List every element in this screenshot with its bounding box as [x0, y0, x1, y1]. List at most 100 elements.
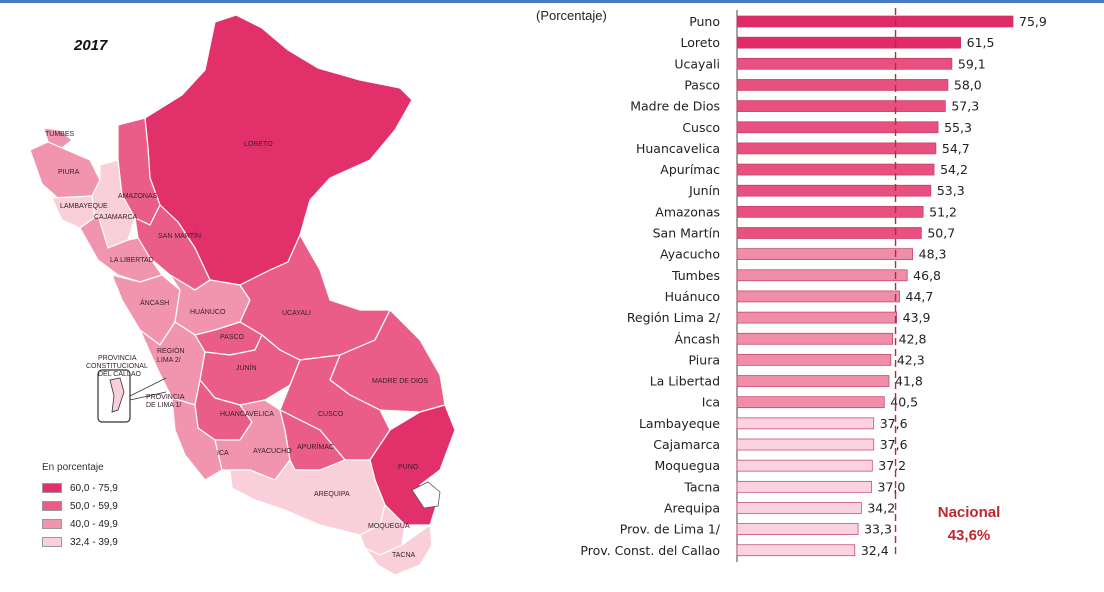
label-junin: JUNÍN — [236, 363, 257, 372]
label-lima-2: LIMA 2/ — [157, 357, 181, 364]
label-pasco: PASCO — [220, 334, 245, 341]
category-label: Lambayeque — [639, 416, 720, 431]
value-label: 37,6 — [880, 416, 908, 431]
value-label: 50,7 — [927, 226, 955, 241]
category-label: La Libertad — [650, 374, 720, 389]
value-label: 37,6 — [880, 437, 908, 452]
top-rule — [0, 0, 1104, 3]
category-label: Arequipa — [664, 500, 720, 515]
label-san-martin: SAN MARTÍN — [158, 231, 201, 240]
bar — [736, 290, 900, 303]
category-label: San Martín — [653, 226, 720, 241]
category-label: Loreto — [681, 35, 721, 50]
bar — [736, 480, 872, 493]
category-label: Apurímac — [660, 162, 720, 177]
value-label: 48,3 — [919, 247, 947, 262]
label-tumbes: TUMBES — [45, 131, 75, 138]
lake-titicaca — [411, 481, 441, 509]
bar — [736, 184, 932, 197]
category-label: Ica — [702, 395, 720, 410]
value-label: 53,3 — [937, 183, 965, 198]
label-ucayali: UCAYALI — [282, 310, 311, 317]
label-ancash: ÁNCASH — [140, 298, 169, 307]
bar — [736, 121, 939, 134]
value-label: 54,2 — [940, 162, 968, 177]
bar — [736, 15, 1014, 28]
label-piura: PIURA — [58, 169, 80, 176]
label-tacna: TACNA — [392, 552, 416, 559]
category-label: Junín — [688, 183, 720, 198]
label-ica: ICA — [217, 450, 229, 457]
label-huancavelica: HUANCAVELICA — [220, 411, 274, 418]
label-provincia-lima-1: PROVINCIA — [146, 394, 185, 401]
category-label: Huancavelica — [636, 141, 720, 156]
value-label: 51,2 — [929, 204, 957, 219]
bar — [736, 248, 913, 260]
chart-unit-label: (Porcentaje) — [536, 8, 607, 23]
value-label: 33,3 — [864, 522, 892, 537]
label-la-libertad: LA LIBERTAD — [110, 257, 154, 264]
label-moquegua: MOQUEGUA — [368, 523, 410, 530]
value-label: 37,0 — [878, 479, 906, 494]
bar — [736, 354, 892, 366]
category-label: Moquegua — [655, 458, 721, 473]
category-label: Tumbes — [671, 268, 720, 283]
label-provincia-callao-3: DEL CALLAO — [98, 371, 141, 378]
label-puno: PUNO — [398, 464, 419, 471]
category-label: Pasco — [684, 77, 720, 92]
value-label: 37,2 — [878, 458, 906, 473]
bar — [736, 396, 885, 409]
callao-inset-shape — [109, 377, 125, 413]
bar — [736, 206, 924, 218]
category-label: Amazonas — [655, 204, 720, 219]
label-apurimac: APURÍMAC — [297, 442, 334, 451]
bar — [736, 417, 875, 430]
map-year: 2017 — [74, 37, 108, 54]
category-label: Puno — [689, 14, 720, 29]
bar — [736, 269, 908, 282]
label-provincia-lima-2: DE LIMA 1/ — [146, 402, 181, 409]
label-provincia-callao-1: PROVINCIA — [98, 355, 137, 362]
category-label: Cusco — [682, 120, 720, 135]
label-provincia-callao-2: CONSTITUCIONAL — [86, 363, 148, 370]
category-label: Ayacucho — [660, 247, 720, 262]
value-label: 32,4 — [861, 543, 889, 558]
value-label: 41,8 — [895, 374, 923, 389]
bar — [736, 142, 937, 155]
label-cusco: CUSCO — [318, 411, 344, 418]
bar — [736, 79, 949, 91]
value-label: 42,3 — [897, 352, 925, 367]
value-label: 46,8 — [913, 268, 941, 283]
value-label: 75,9 — [1019, 14, 1047, 29]
value-label: 40,5 — [890, 395, 918, 410]
bar — [736, 502, 862, 514]
bar — [736, 36, 961, 49]
region-la-libertad — [79, 214, 163, 283]
legend-swatch — [42, 501, 62, 511]
legend-item: 32,4 - 39,9 — [42, 536, 118, 548]
label-arequipa: AREQUIPA — [314, 491, 350, 498]
bar — [736, 438, 875, 451]
value-label: 59,1 — [958, 56, 986, 71]
bar — [736, 100, 946, 112]
value-label: 57,3 — [951, 99, 979, 114]
category-label: Madre de Dios — [630, 99, 720, 114]
bar — [736, 332, 893, 345]
category-label: Cajamarca — [653, 437, 720, 452]
value-label: 42,8 — [899, 331, 927, 346]
label-amazonas: AMAZONAS — [118, 193, 158, 200]
category-label: Piura — [689, 352, 720, 367]
bar — [736, 459, 873, 472]
category-label: Región Lima 2/ — [627, 310, 721, 325]
value-label: 58,0 — [954, 77, 982, 92]
legend-label: 40,0 - 49,9 — [70, 518, 118, 530]
peru-region-map: TUMBES PIURA LAMBAYEQUE CAJAMARCA AMAZON… — [29, 14, 456, 576]
legend-label: 60,0 - 75,9 — [70, 482, 118, 494]
value-label: 34,2 — [867, 500, 895, 515]
label-huanuco: HUÁNUCO — [190, 307, 226, 316]
label-madre-de-dios: MADRE DE DIOS — [372, 378, 428, 385]
category-label: Ucayali — [674, 56, 720, 71]
legend-item: 50,0 - 59,9 — [42, 500, 118, 512]
bar — [736, 227, 922, 239]
legend-item: 40,0 - 49,9 — [42, 518, 118, 530]
